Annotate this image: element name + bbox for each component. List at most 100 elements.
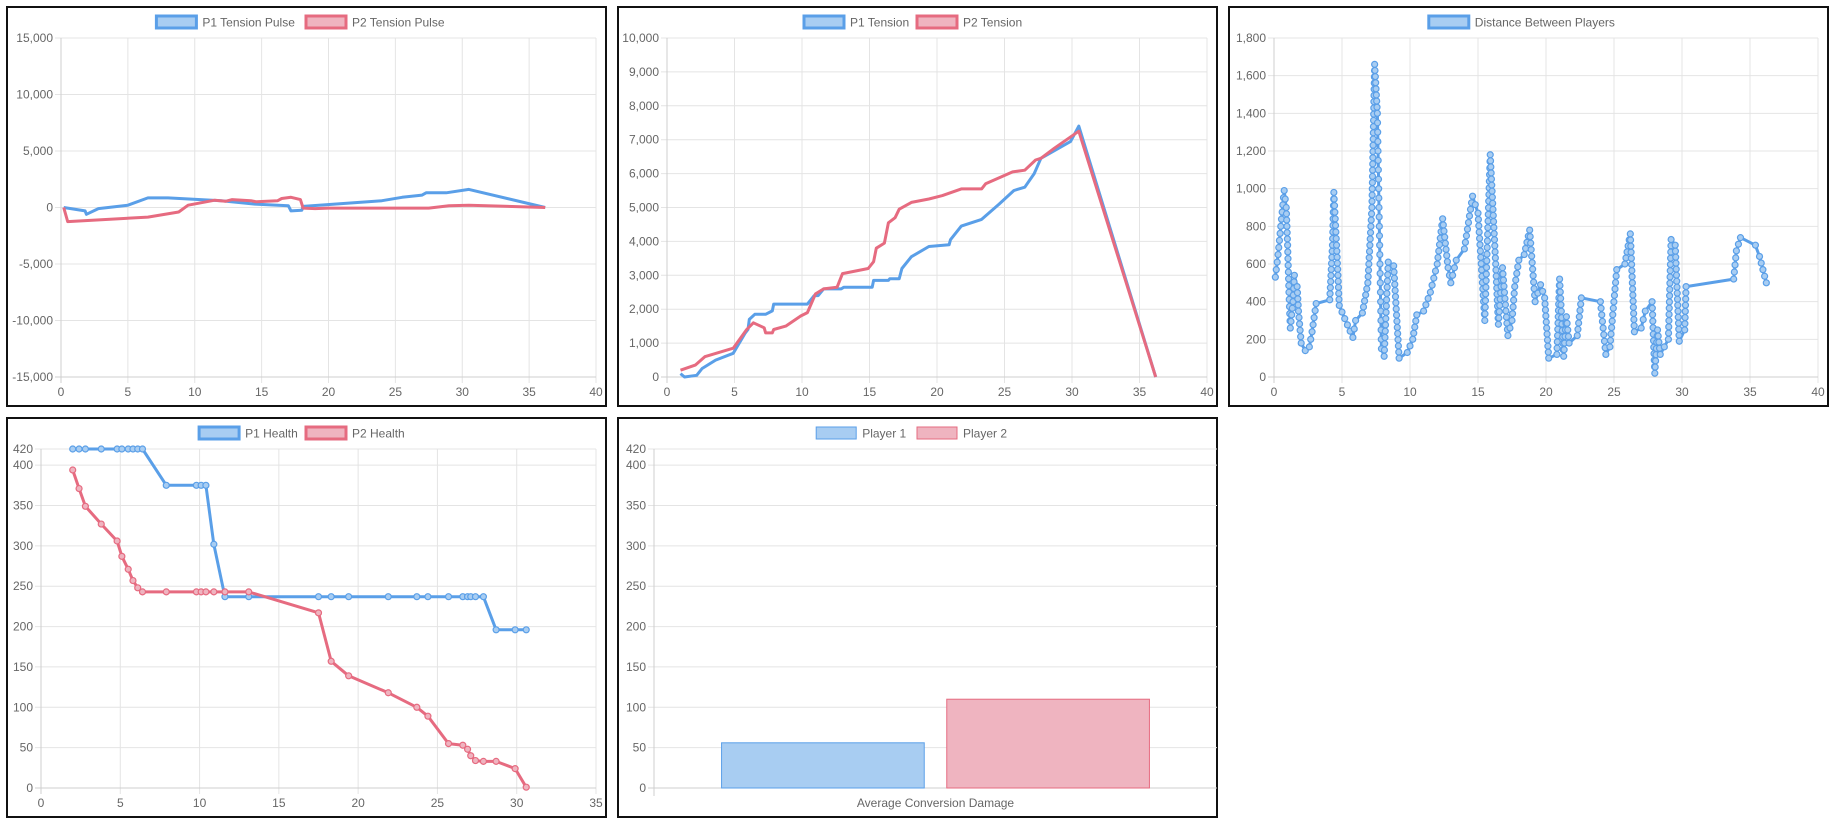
data-point xyxy=(1435,247,1443,255)
data-point xyxy=(1557,294,1565,302)
data-point xyxy=(1351,316,1360,325)
data-point xyxy=(345,593,353,601)
data-point xyxy=(1560,346,1568,354)
legend-label[interactable]: P2 Health xyxy=(352,427,405,441)
data-point xyxy=(1335,301,1343,310)
data-point xyxy=(1364,266,1373,274)
data-point xyxy=(1431,267,1440,275)
legend-swatch-p1[interactable] xyxy=(154,14,198,30)
legend-swatch-p2[interactable] xyxy=(304,14,348,30)
data-point xyxy=(1441,239,1449,247)
data-point xyxy=(1490,236,1499,244)
data-point xyxy=(1483,243,1491,252)
data-point xyxy=(1560,352,1568,360)
x-tick-label: 35 xyxy=(522,385,536,399)
data-point xyxy=(1284,261,1292,269)
data-point xyxy=(1486,157,1495,165)
data-point xyxy=(1383,277,1392,285)
data-point xyxy=(1391,280,1399,288)
data-point xyxy=(221,588,229,596)
legend-swatch-p1[interactable] xyxy=(1427,14,1471,30)
data-point xyxy=(1666,279,1674,287)
data-point xyxy=(1447,279,1455,287)
legend-swatch-p2[interactable] xyxy=(915,14,959,30)
data-point xyxy=(1492,272,1500,280)
legend-swatch-p1[interactable] xyxy=(197,425,241,441)
data-point xyxy=(1327,277,1335,286)
data-point xyxy=(1759,266,1767,274)
data-point xyxy=(1509,303,1517,311)
legend-label[interactable]: P2 Tension xyxy=(963,16,1022,30)
data-point xyxy=(1483,237,1492,245)
legend-label[interactable]: Player 1 xyxy=(862,427,906,441)
legend-swatch-p2[interactable] xyxy=(304,425,348,441)
data-point xyxy=(1374,156,1382,165)
data-point xyxy=(1475,222,1483,230)
data-point xyxy=(1331,221,1340,229)
bar-player-1[interactable] xyxy=(721,742,925,789)
data-point xyxy=(1557,307,1565,315)
data-point xyxy=(1392,299,1400,307)
data-point xyxy=(1682,289,1690,297)
data-point xyxy=(1489,211,1497,220)
legend-label[interactable]: P2 Tension Pulse xyxy=(352,16,445,30)
data-point xyxy=(1333,253,1341,261)
data-point xyxy=(1682,295,1690,303)
legend-label[interactable]: Distance Between Players xyxy=(1475,16,1615,30)
y-tick-label: 1,800 xyxy=(1236,31,1266,45)
data-point xyxy=(1600,337,1609,345)
data-point xyxy=(1483,257,1491,265)
data-point xyxy=(1731,261,1739,269)
data-point xyxy=(1375,222,1383,230)
data-point xyxy=(1495,308,1503,316)
data-point xyxy=(1489,205,1497,213)
data-point xyxy=(1341,315,1349,323)
data-point xyxy=(1666,285,1674,294)
legend-swatch-p1[interactable] xyxy=(815,426,857,440)
data-point xyxy=(1481,316,1489,325)
y-tick-label: 0 xyxy=(639,781,646,795)
data-point xyxy=(1502,307,1510,315)
health-chart: P1 Health P2 Health0501001502002503003504… xyxy=(13,425,603,810)
data-point xyxy=(345,672,353,680)
data-point xyxy=(1651,357,1660,365)
data-point xyxy=(1608,317,1616,325)
legend-label[interactable]: P1 Tension xyxy=(850,16,909,30)
data-point xyxy=(1297,339,1305,347)
x-tick-label: 40 xyxy=(1200,385,1214,399)
legend-label[interactable]: Player 2 xyxy=(963,427,1007,441)
bar-player-2[interactable] xyxy=(946,698,1150,789)
tension-chart: P1 Tension P2 Tension 0 1,000 2,000 3,000 4,00… xyxy=(622,14,1214,399)
data-point xyxy=(1296,326,1304,334)
legend-swatch-p1[interactable] xyxy=(802,14,846,30)
x-tick-label: 15 xyxy=(255,385,269,399)
data-point xyxy=(1382,302,1390,310)
data-point xyxy=(1481,310,1489,318)
legend-label[interactable]: P1 Tension Pulse xyxy=(202,16,295,30)
data-point xyxy=(1284,275,1293,283)
data-point xyxy=(1372,79,1380,87)
data-point xyxy=(1391,293,1400,301)
data-point xyxy=(210,588,218,596)
data-point xyxy=(1556,281,1564,290)
data-point xyxy=(1515,256,1523,264)
legend-swatch-p2[interactable] xyxy=(916,426,958,440)
data-point xyxy=(1287,317,1295,326)
series-line-p1-tension xyxy=(679,124,1158,379)
data-point xyxy=(1327,271,1335,280)
data-point xyxy=(1577,300,1585,308)
data-point xyxy=(1280,186,1288,195)
data-point xyxy=(1376,288,1385,296)
y-tick-label: 5,000 xyxy=(23,144,53,158)
data-point xyxy=(1333,247,1341,255)
data-point xyxy=(1628,279,1636,287)
data-point xyxy=(1380,352,1388,360)
data-point xyxy=(1461,238,1470,246)
data-point xyxy=(1294,307,1303,315)
data-point xyxy=(492,757,500,765)
legend-label[interactable]: P1 Health xyxy=(245,427,298,441)
data-point xyxy=(1335,295,1343,304)
data-point xyxy=(1368,185,1376,193)
data-point xyxy=(1367,210,1376,218)
data-point xyxy=(1449,271,1457,279)
